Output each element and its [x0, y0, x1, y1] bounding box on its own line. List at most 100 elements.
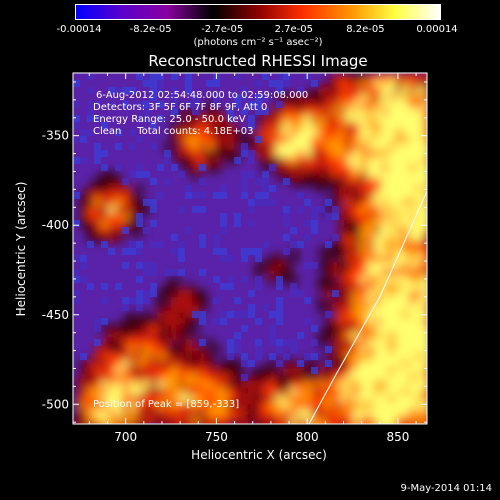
heatmap-cell — [332, 409, 340, 417]
heatmap-cell — [199, 115, 207, 123]
heatmap-cell — [367, 402, 375, 410]
heatmap-cell — [367, 164, 375, 172]
heatmap-cell — [164, 395, 172, 403]
heatmap-cell — [199, 367, 207, 375]
heatmap-cell — [94, 185, 102, 193]
heatmap-cell — [101, 220, 109, 228]
heatmap-cell — [311, 381, 319, 389]
heatmap-cell — [290, 416, 298, 424]
heatmap-cell — [206, 367, 214, 375]
heatmap-cell — [381, 136, 389, 144]
heatmap-cell — [206, 164, 214, 172]
heatmap-cell — [73, 409, 81, 417]
heatmap-cell-negative — [241, 353, 248, 360]
heatmap-cell — [276, 143, 284, 151]
heatmap-cell — [206, 374, 214, 382]
heatmap-cell — [353, 234, 361, 242]
heatmap-cell — [283, 276, 291, 284]
heatmap-cell — [80, 381, 88, 389]
heatmap-cell — [409, 332, 417, 340]
heatmap-cell — [339, 332, 347, 340]
heatmap-cell — [423, 283, 427, 291]
heatmap-cell-negative — [262, 171, 269, 178]
heatmap-cell-negative — [199, 311, 206, 318]
heatmap-cell — [311, 122, 319, 130]
heatmap-cell — [318, 164, 326, 172]
heatmap-cell — [150, 374, 158, 382]
heatmap-cell-negative — [255, 178, 262, 185]
heatmap-cell — [353, 80, 361, 88]
heatmap-cell — [339, 143, 347, 151]
heatmap-cell — [213, 381, 221, 389]
heatmap-cell — [220, 115, 228, 123]
heatmap-cell — [94, 192, 102, 200]
heatmap-cell — [353, 409, 361, 417]
heatmap-cell — [199, 360, 207, 368]
heatmap-cell — [192, 122, 200, 130]
heatmap-cell — [353, 388, 361, 396]
heatmap-cell — [318, 381, 326, 389]
heatmap-cell — [339, 101, 347, 109]
heatmap-cell — [304, 101, 312, 109]
heatmap-cell — [150, 402, 158, 410]
heatmap-cell — [255, 143, 263, 151]
heatmap-cell — [199, 388, 207, 396]
heatmap-cell — [87, 381, 95, 389]
heatmap-cell — [185, 402, 193, 410]
heatmap-cell-negative — [241, 87, 248, 94]
heatmap-cell — [332, 164, 340, 172]
heatmap-cell — [381, 318, 389, 326]
heatmap-cell — [423, 234, 427, 242]
heatmap-cell — [192, 318, 200, 326]
heatmap-cell — [416, 108, 424, 116]
heatmap-cell-negative — [311, 339, 318, 346]
heatmap-cell — [381, 101, 389, 109]
heatmap-cell — [395, 185, 403, 193]
heatmap-cell — [332, 297, 340, 305]
chart-title: Reconstructed RHESSI Image — [148, 52, 368, 70]
heatmap-cell — [346, 332, 354, 340]
heatmap-cell — [402, 290, 410, 298]
heatmap-cell — [395, 388, 403, 396]
heatmap-cell — [206, 115, 214, 123]
heatmap-cell — [374, 332, 382, 340]
heatmap-cell — [339, 339, 347, 347]
heatmap-cell — [360, 241, 368, 249]
heatmap-cell — [318, 150, 326, 158]
heatmap-cell — [227, 367, 235, 375]
heatmap-cell-negative — [283, 206, 290, 213]
heatmap-cell-negative — [234, 157, 241, 164]
heatmap-cell — [185, 115, 193, 123]
heatmap-cell — [332, 199, 340, 207]
heatmap-cell — [178, 297, 186, 305]
heatmap-cell — [143, 346, 151, 354]
heatmap-cell — [388, 108, 396, 116]
heatmap-cell — [220, 367, 228, 375]
heatmap-cell — [416, 178, 424, 186]
heatmap-cell — [108, 402, 116, 410]
heatmap-cell — [409, 304, 417, 312]
heatmap-cell — [143, 360, 151, 368]
heatmap-cell — [220, 374, 228, 382]
heatmap-cell — [234, 367, 242, 375]
heatmap-cell — [255, 374, 263, 382]
heatmap-cell — [374, 192, 382, 200]
heatmap-cell-negative — [262, 185, 269, 192]
heatmap-cell — [325, 304, 333, 312]
heatmap-cell — [402, 374, 410, 382]
heatmap-cell — [136, 409, 144, 417]
heatmap-cell-negative — [150, 178, 157, 185]
heatmap-cell — [220, 136, 228, 144]
heatmap-cell — [381, 360, 389, 368]
heatmap-cell — [339, 318, 347, 326]
heatmap-cell — [395, 255, 403, 263]
heatmap-cell-negative — [234, 73, 241, 80]
heatmap-cell — [185, 164, 193, 172]
heatmap-cell — [157, 332, 165, 340]
heatmap-cell — [339, 395, 347, 403]
heatmap-cell — [115, 388, 123, 396]
heatmap-cell — [129, 332, 137, 340]
heatmap-cell — [115, 402, 123, 410]
heatmap-cell — [115, 220, 123, 228]
heatmap-cell-negative — [332, 234, 339, 241]
